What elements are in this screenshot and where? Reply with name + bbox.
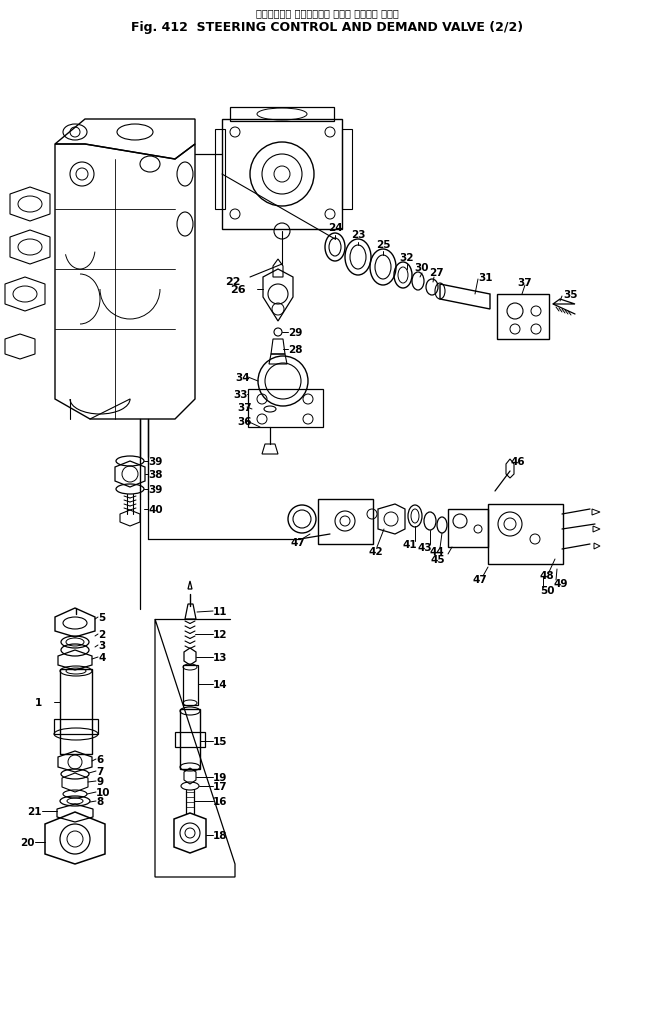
Text: 22: 22 [225, 277, 241, 287]
Text: 15: 15 [213, 736, 228, 746]
Text: 12: 12 [213, 630, 228, 639]
Bar [342, 129, 352, 210]
Text: 16: 16 [213, 797, 228, 806]
Bar [230, 108, 334, 122]
Text: 2: 2 [98, 630, 105, 639]
Text: 19: 19 [213, 772, 228, 783]
Text: 3: 3 [98, 640, 105, 650]
Text: 47: 47 [472, 574, 487, 584]
Text: 39: 39 [148, 484, 162, 494]
Text: 46: 46 [510, 457, 525, 466]
Text: 50: 50 [540, 585, 555, 595]
Text: 26: 26 [230, 285, 246, 295]
Text: 7: 7 [96, 766, 103, 776]
Bar [448, 510, 488, 548]
Text: 31: 31 [478, 273, 492, 283]
Text: 14: 14 [213, 679, 228, 690]
Bar [248, 389, 323, 428]
Text: 5: 5 [98, 613, 105, 623]
Text: 9: 9 [96, 776, 103, 787]
Text: 37: 37 [237, 402, 252, 412]
Text: 6: 6 [96, 754, 103, 764]
Text: 40: 40 [148, 504, 163, 515]
Text: 20: 20 [20, 837, 35, 847]
Text: 43: 43 [418, 543, 432, 552]
Text: 29: 29 [288, 328, 302, 338]
Bar [215, 129, 225, 210]
Text: 35: 35 [563, 290, 577, 299]
Text: 34: 34 [235, 373, 250, 382]
Text: 11: 11 [213, 607, 228, 617]
Text: 25: 25 [376, 240, 390, 250]
Text: 37: 37 [518, 278, 532, 288]
Text: 18: 18 [213, 830, 228, 840]
Bar [175, 732, 205, 747]
Text: 36: 36 [237, 417, 252, 427]
Text: 13: 13 [213, 652, 228, 662]
Text: 17: 17 [213, 782, 228, 792]
Bar [60, 669, 92, 754]
Bar [183, 665, 198, 706]
Text: 44: 44 [430, 547, 444, 556]
Text: ステアリング コントロール および デマンド バルブ: ステアリング コントロール および デマンド バルブ [256, 8, 398, 18]
Bar [54, 719, 98, 734]
Text: 47: 47 [290, 538, 305, 548]
Bar [222, 120, 342, 229]
Bar [488, 504, 563, 564]
Text: 10: 10 [96, 788, 111, 798]
Text: 41: 41 [403, 540, 417, 549]
Text: 38: 38 [148, 469, 162, 479]
Text: 45: 45 [431, 554, 445, 564]
Text: 1: 1 [35, 698, 42, 708]
Text: 33: 33 [233, 389, 247, 399]
Bar [318, 499, 373, 545]
Bar [497, 295, 549, 340]
Text: Fig. 412  STEERING CONTROL AND DEMAND VALVE (2/2): Fig. 412 STEERING CONTROL AND DEMAND VAL… [131, 20, 523, 33]
Text: 4: 4 [98, 652, 105, 662]
Text: 23: 23 [351, 229, 365, 240]
Text: 30: 30 [415, 263, 429, 273]
Text: 39: 39 [148, 457, 162, 466]
Text: 32: 32 [400, 253, 414, 263]
Text: 21: 21 [27, 806, 42, 816]
Text: 49: 49 [553, 578, 568, 588]
Text: 8: 8 [96, 797, 103, 806]
Text: 28: 28 [288, 345, 303, 355]
Text: 24: 24 [328, 222, 342, 233]
Bar [180, 710, 200, 769]
Text: 27: 27 [428, 268, 443, 278]
Text: 42: 42 [368, 547, 383, 556]
Text: 48: 48 [540, 570, 555, 580]
